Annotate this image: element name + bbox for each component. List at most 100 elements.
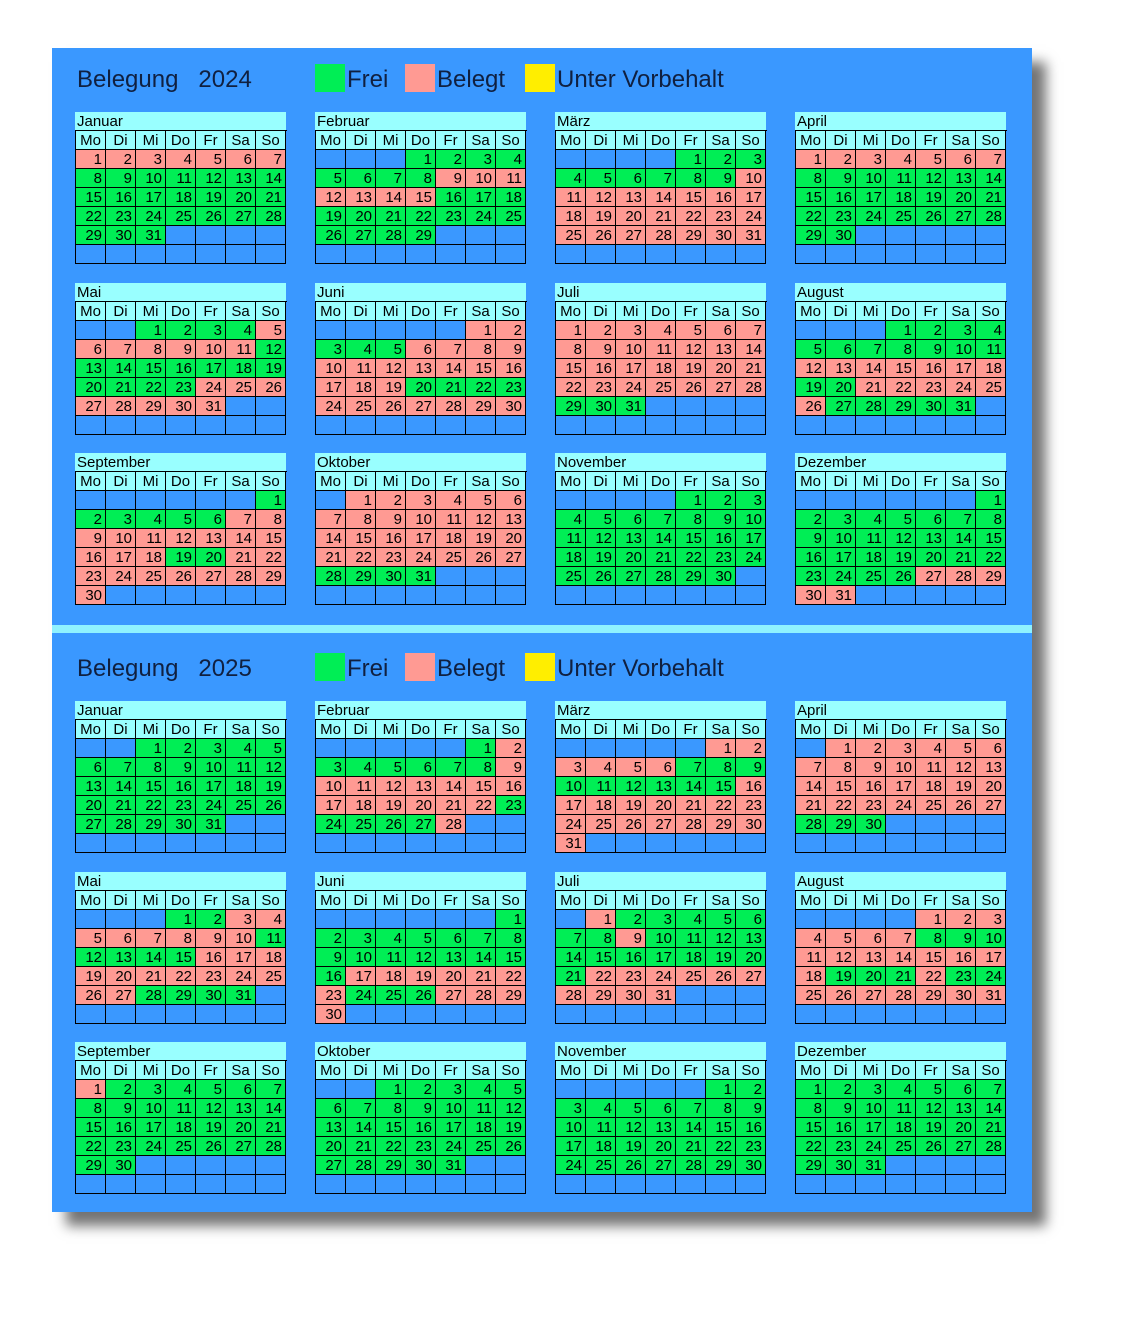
day-cell[interactable]: 27 bbox=[436, 986, 466, 1005]
day-cell[interactable]: 13 bbox=[346, 188, 376, 207]
day-cell[interactable]: 19 bbox=[586, 548, 616, 567]
day-cell[interactable]: 19 bbox=[886, 548, 916, 567]
day-cell[interactable]: 29 bbox=[796, 1156, 826, 1175]
day-cell[interactable]: 6 bbox=[646, 758, 676, 777]
day-cell[interactable]: 27 bbox=[406, 397, 436, 416]
day-cell[interactable]: 25 bbox=[586, 815, 616, 834]
day-cell[interactable]: 30 bbox=[76, 586, 106, 605]
day-cell[interactable]: 26 bbox=[616, 815, 646, 834]
day-cell[interactable]: 17 bbox=[316, 378, 346, 397]
day-cell[interactable]: 25 bbox=[976, 378, 1006, 397]
day-cell[interactable]: 13 bbox=[616, 529, 646, 548]
day-cell[interactable]: 18 bbox=[136, 548, 166, 567]
day-cell[interactable]: 9 bbox=[736, 758, 766, 777]
day-cell[interactable]: 14 bbox=[256, 1099, 286, 1118]
day-cell[interactable]: 27 bbox=[616, 226, 646, 245]
day-cell[interactable]: 30 bbox=[166, 815, 196, 834]
day-cell[interactable]: 10 bbox=[736, 510, 766, 529]
day-cell[interactable]: 21 bbox=[796, 796, 826, 815]
day-cell[interactable]: 29 bbox=[376, 1156, 406, 1175]
day-cell[interactable]: 6 bbox=[436, 929, 466, 948]
day-cell[interactable]: 12 bbox=[676, 340, 706, 359]
day-cell[interactable]: 22 bbox=[706, 796, 736, 815]
day-cell[interactable]: 11 bbox=[256, 929, 286, 948]
day-cell[interactable]: 11 bbox=[646, 340, 676, 359]
day-cell[interactable]: 23 bbox=[496, 796, 526, 815]
day-cell[interactable]: 11 bbox=[556, 188, 586, 207]
day-cell[interactable]: 20 bbox=[946, 1118, 976, 1137]
day-cell[interactable]: 21 bbox=[946, 548, 976, 567]
day-cell[interactable]: 24 bbox=[736, 207, 766, 226]
day-cell[interactable]: 5 bbox=[616, 758, 646, 777]
day-cell[interactable]: 27 bbox=[196, 567, 226, 586]
day-cell[interactable]: 9 bbox=[76, 529, 106, 548]
day-cell[interactable]: 27 bbox=[706, 378, 736, 397]
day-cell[interactable]: 30 bbox=[826, 1156, 856, 1175]
day-cell[interactable]: 12 bbox=[256, 340, 286, 359]
day-cell[interactable]: 19 bbox=[166, 548, 196, 567]
day-cell[interactable]: 1 bbox=[676, 491, 706, 510]
day-cell[interactable]: 2 bbox=[736, 1080, 766, 1099]
day-cell[interactable]: 13 bbox=[106, 948, 136, 967]
day-cell[interactable]: 8 bbox=[136, 758, 166, 777]
day-cell[interactable]: 31 bbox=[856, 1156, 886, 1175]
day-cell[interactable]: 25 bbox=[796, 986, 826, 1005]
day-cell[interactable]: 15 bbox=[406, 188, 436, 207]
day-cell[interactable]: 6 bbox=[616, 510, 646, 529]
day-cell[interactable]: 18 bbox=[886, 188, 916, 207]
day-cell[interactable]: 30 bbox=[826, 226, 856, 245]
day-cell[interactable]: 15 bbox=[376, 1118, 406, 1137]
day-cell[interactable]: 17 bbox=[976, 948, 1006, 967]
day-cell[interactable]: 28 bbox=[646, 567, 676, 586]
day-cell[interactable]: 27 bbox=[406, 815, 436, 834]
day-cell[interactable]: 25 bbox=[466, 1137, 496, 1156]
day-cell[interactable]: 27 bbox=[616, 567, 646, 586]
day-cell[interactable]: 11 bbox=[136, 529, 166, 548]
day-cell[interactable]: 13 bbox=[496, 510, 526, 529]
day-cell[interactable]: 22 bbox=[466, 378, 496, 397]
day-cell[interactable]: 9 bbox=[436, 169, 466, 188]
day-cell[interactable]: 7 bbox=[256, 150, 286, 169]
day-cell[interactable]: 10 bbox=[196, 758, 226, 777]
day-cell[interactable]: 19 bbox=[826, 967, 856, 986]
day-cell[interactable]: 28 bbox=[256, 1137, 286, 1156]
day-cell[interactable]: 9 bbox=[826, 169, 856, 188]
day-cell[interactable]: 5 bbox=[256, 739, 286, 758]
day-cell[interactable]: 7 bbox=[976, 1080, 1006, 1099]
day-cell[interactable]: 31 bbox=[616, 397, 646, 416]
day-cell[interactable]: 1 bbox=[796, 150, 826, 169]
day-cell[interactable]: 20 bbox=[226, 188, 256, 207]
day-cell[interactable]: 9 bbox=[196, 929, 226, 948]
day-cell[interactable]: 12 bbox=[376, 777, 406, 796]
day-cell[interactable]: 19 bbox=[76, 967, 106, 986]
day-cell[interactable]: 13 bbox=[436, 948, 466, 967]
day-cell[interactable]: 30 bbox=[796, 586, 826, 605]
day-cell[interactable]: 4 bbox=[676, 910, 706, 929]
day-cell[interactable]: 18 bbox=[226, 777, 256, 796]
day-cell[interactable]: 28 bbox=[346, 1156, 376, 1175]
day-cell[interactable]: 1 bbox=[586, 910, 616, 929]
day-cell[interactable]: 14 bbox=[436, 359, 466, 378]
day-cell[interactable]: 8 bbox=[406, 169, 436, 188]
day-cell[interactable]: 11 bbox=[226, 340, 256, 359]
day-cell[interactable]: 18 bbox=[376, 967, 406, 986]
day-cell[interactable]: 7 bbox=[316, 510, 346, 529]
day-cell[interactable]: 5 bbox=[466, 491, 496, 510]
day-cell[interactable]: 21 bbox=[976, 188, 1006, 207]
day-cell[interactable]: 22 bbox=[976, 548, 1006, 567]
day-cell[interactable]: 12 bbox=[466, 510, 496, 529]
day-cell[interactable]: 21 bbox=[136, 967, 166, 986]
day-cell[interactable]: 20 bbox=[346, 207, 376, 226]
day-cell[interactable]: 14 bbox=[346, 1118, 376, 1137]
day-cell[interactable]: 10 bbox=[406, 510, 436, 529]
day-cell[interactable]: 8 bbox=[76, 1099, 106, 1118]
day-cell[interactable]: 2 bbox=[76, 510, 106, 529]
day-cell[interactable]: 26 bbox=[466, 548, 496, 567]
day-cell[interactable]: 11 bbox=[976, 340, 1006, 359]
day-cell[interactable]: 8 bbox=[556, 340, 586, 359]
day-cell[interactable]: 18 bbox=[226, 359, 256, 378]
day-cell[interactable]: 2 bbox=[916, 321, 946, 340]
day-cell[interactable]: 9 bbox=[706, 169, 736, 188]
day-cell[interactable]: 17 bbox=[646, 948, 676, 967]
day-cell[interactable]: 20 bbox=[226, 1118, 256, 1137]
